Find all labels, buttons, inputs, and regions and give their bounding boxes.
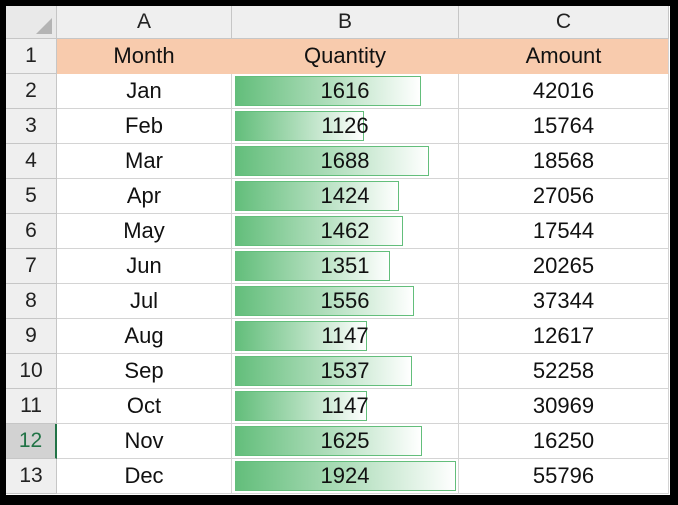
data-bar (235, 111, 364, 141)
data-bar (235, 391, 367, 421)
data-bar (235, 321, 367, 351)
quantity-cell[interactable]: 1688 (232, 144, 459, 179)
month-cell[interactable]: Mar (57, 144, 232, 179)
row-header[interactable]: 6 (6, 214, 57, 249)
column-header-b[interactable]: B (232, 6, 459, 39)
data-bar (235, 181, 399, 211)
row-header[interactable]: 11 (6, 389, 57, 424)
select-all-corner[interactable] (6, 6, 57, 39)
month-cell[interactable]: Aug (57, 319, 232, 354)
header-amount[interactable]: Amount (459, 39, 669, 74)
amount-cell[interactable]: 37344 (459, 284, 669, 319)
quantity-value: 1126 (321, 113, 369, 138)
month-cell[interactable]: Apr (57, 179, 232, 214)
quantity-value: 1688 (320, 148, 370, 173)
quantity-cell[interactable]: 1147 (232, 389, 459, 424)
data-bar (235, 356, 412, 386)
quantity-value: 1424 (320, 183, 370, 208)
select-all-icon (36, 18, 52, 34)
amount-cell[interactable]: 27056 (459, 179, 669, 214)
row-header-1[interactable]: 1 (6, 39, 57, 74)
row-header[interactable]: 12 (6, 424, 57, 459)
amount-cell[interactable]: 30969 (459, 389, 669, 424)
row-header[interactable]: 3 (6, 109, 57, 144)
quantity-value: 1537 (320, 358, 370, 383)
quantity-value: 1924 (320, 463, 370, 488)
data-bar (235, 251, 390, 281)
amount-cell[interactable]: 55796 (459, 459, 669, 494)
quantity-cell[interactable]: 1616 (232, 74, 459, 109)
data-bar (235, 426, 422, 456)
quantity-cell[interactable]: 1462 (232, 214, 459, 249)
row-header[interactable]: 13 (6, 459, 57, 494)
quantity-cell[interactable]: 1556 (232, 284, 459, 319)
quantity-cell[interactable]: 1351 (232, 249, 459, 284)
quantity-cell[interactable]: 1147 (232, 319, 459, 354)
row-header[interactable]: 7 (6, 249, 57, 284)
amount-cell[interactable]: 15764 (459, 109, 669, 144)
month-cell[interactable]: Feb (57, 109, 232, 144)
header-month[interactable]: Month (57, 39, 232, 74)
data-bar (235, 461, 456, 491)
cell-grid: A B C 1 Month Quantity Amount 2 Jan 1616 42… (6, 6, 669, 494)
quantity-value: 1147 (321, 323, 369, 348)
quantity-value: 1351 (320, 253, 370, 278)
month-cell[interactable]: Oct (57, 389, 232, 424)
row-header[interactable]: 5 (6, 179, 57, 214)
month-cell[interactable]: Jan (57, 74, 232, 109)
column-header-a[interactable]: A (57, 6, 232, 39)
month-cell[interactable]: May (57, 214, 232, 249)
quantity-cell[interactable]: 1924 (232, 459, 459, 494)
amount-cell[interactable]: 17544 (459, 214, 669, 249)
data-bar (235, 216, 403, 246)
quantity-cell[interactable]: 1126 (232, 109, 459, 144)
row-header[interactable]: 8 (6, 284, 57, 319)
month-cell[interactable]: Sep (57, 354, 232, 389)
amount-cell[interactable]: 12617 (459, 319, 669, 354)
month-cell[interactable]: Dec (57, 459, 232, 494)
quantity-cell[interactable]: 1625 (232, 424, 459, 459)
column-header-c[interactable]: C (459, 6, 669, 39)
row-header[interactable]: 10 (6, 354, 57, 389)
amount-cell[interactable]: 18568 (459, 144, 669, 179)
amount-cell[interactable]: 42016 (459, 74, 669, 109)
row-header[interactable]: 9 (6, 319, 57, 354)
quantity-cell[interactable]: 1424 (232, 179, 459, 214)
row-header[interactable]: 4 (6, 144, 57, 179)
header-quantity[interactable]: Quantity (232, 39, 459, 74)
spreadsheet: A B C 1 Month Quantity Amount 2 Jan 1616 42… (6, 6, 670, 495)
quantity-value: 1147 (321, 393, 369, 418)
data-bar (235, 146, 429, 176)
quantity-cell[interactable]: 1537 (232, 354, 459, 389)
amount-cell[interactable]: 52258 (459, 354, 669, 389)
quantity-value: 1556 (320, 288, 370, 313)
month-cell[interactable]: Jul (57, 284, 232, 319)
amount-cell[interactable]: 16250 (459, 424, 669, 459)
row-header[interactable]: 2 (6, 74, 57, 109)
month-cell[interactable]: Jun (57, 249, 232, 284)
quantity-value: 1462 (320, 218, 370, 243)
data-bar (235, 286, 414, 316)
amount-cell[interactable]: 20265 (459, 249, 669, 284)
quantity-value: 1616 (320, 78, 370, 103)
month-cell[interactable]: Nov (57, 424, 232, 459)
quantity-value: 1625 (320, 428, 370, 453)
data-bar (235, 76, 421, 106)
